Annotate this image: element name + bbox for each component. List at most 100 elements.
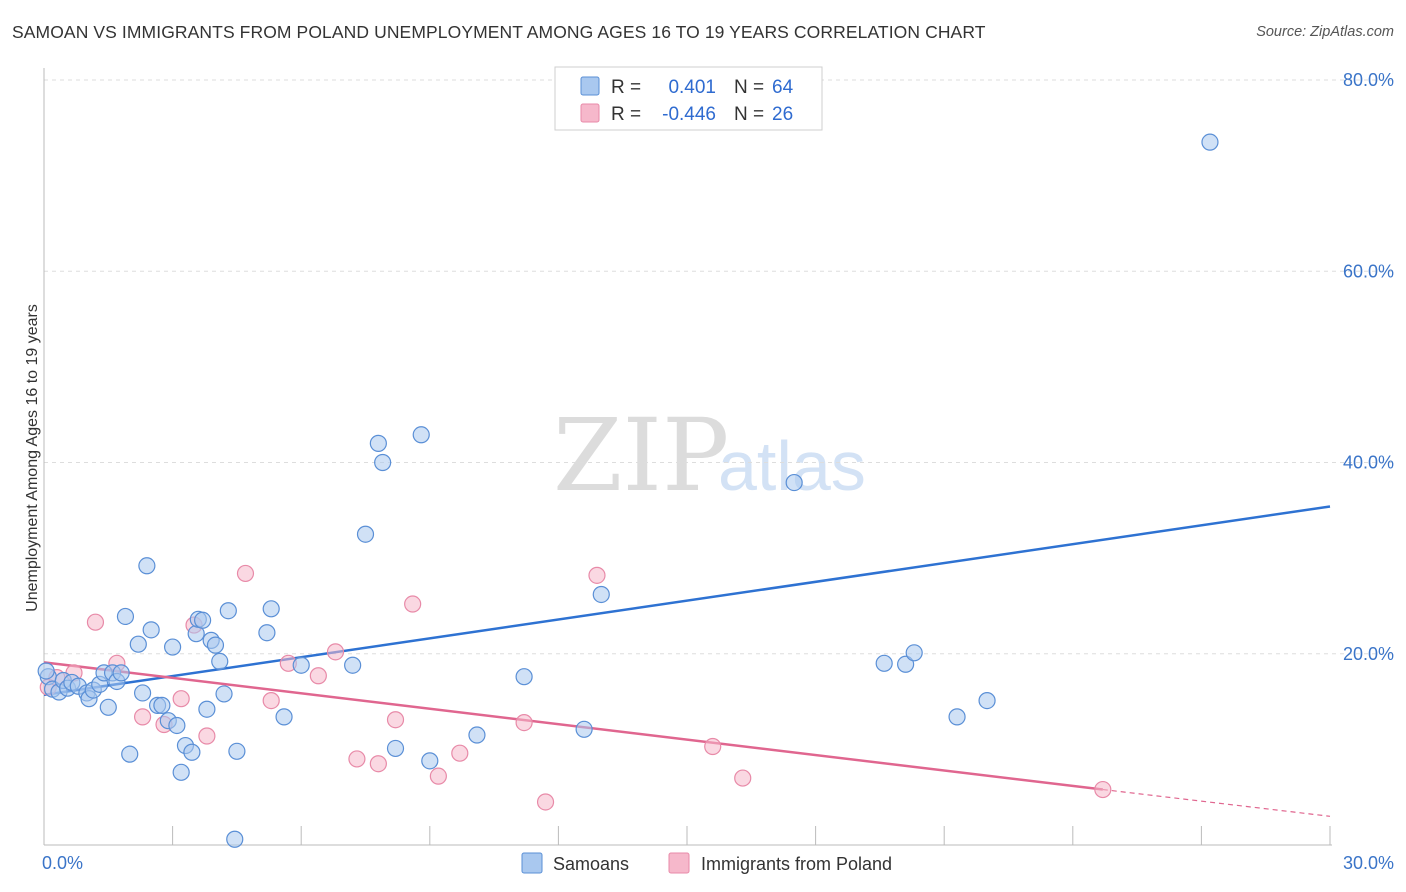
legend-r-value-poland: -0.446 [662,104,716,125]
samoan-point-12 [99,698,117,716]
samoan-point-32 [194,611,212,629]
poland-point-7 [172,690,190,708]
samoan-point-21 [142,621,160,639]
series-legend-label-poland: Immigrants from Poland [701,854,892,874]
poland-point-13 [309,667,327,685]
samoan-point-47 [369,434,387,452]
source-credit: Source: ZipAtlas.com [1256,24,1394,40]
samoan-point-51 [421,752,439,770]
poland-point-15 [348,750,366,768]
samoan-point-62 [1201,133,1219,151]
poland-point-25 [734,769,752,787]
poland-point-9 [198,727,216,745]
poland-point-26 [1094,780,1112,799]
samoan-point-44 [292,656,310,674]
samoan-point-52 [468,726,486,744]
poland-point-18 [404,595,422,613]
y-tick-label-1: 40.0% [1343,453,1394,473]
legend-n-label-poland: N = [734,104,764,125]
samoan-point-54 [575,720,593,738]
series-legend-swatch-samoans [521,852,543,874]
poland-point-23 [588,566,606,584]
samoan-point-27 [172,763,190,781]
trend-line-poland-extension [1102,788,1331,817]
axes [43,68,1332,846]
samoan-point-56 [785,473,803,492]
trend-lines [43,505,1331,817]
samoan-point-18 [129,635,147,653]
samoan-point-55 [592,585,610,604]
poland-point-19 [429,767,447,785]
legend-r-label-samoan: R = [611,77,641,98]
poland-point-16 [369,755,387,773]
samoan-point-41 [258,624,276,642]
poland-point-10 [236,564,255,583]
samoan-point-23 [153,696,171,714]
y-tick-label-0: 20.0% [1343,644,1394,664]
poland-point-17 [386,711,405,729]
y-tick-label-3: 80.0% [1343,70,1394,90]
y-tick-labels: 20.0% 40.0% 60.0% 80.0% [1343,70,1394,664]
series-legend-label-samoans: Samoans [553,854,629,874]
correlation-legend: R = 0.401 N = 64 R = -0.446 N = 26 [554,66,823,131]
poland-point-20 [451,744,469,762]
poland-point-11 [262,692,280,710]
poland-point-3 [86,613,105,631]
x-tick-label-min: 0.0% [42,853,83,873]
samoan-point-35 [206,636,225,654]
legend-n-value-samoan: 64 [772,77,794,98]
poland-point-5 [133,708,152,726]
poland-point-21 [515,713,533,732]
samoan-points [37,133,1219,848]
series-legend: Samoans Immigrants from Poland [521,852,892,874]
samoan-point-59 [905,644,923,662]
legend-r-label-poland: R = [611,104,641,125]
legend-r-value-samoan: 0.401 [668,77,716,98]
samoan-point-60 [948,708,966,726]
samoan-point-25 [164,638,182,656]
y-axis-title: Unemployment Among Ages 16 to 19 years [24,304,41,612]
samoan-point-26 [168,716,186,735]
samoan-point-43 [275,708,293,726]
samoan-point-19 [133,684,152,702]
samoan-point-20 [138,557,156,575]
watermark: ZIP atlas [553,397,866,514]
poland-point-14 [326,643,345,661]
samoan-point-15 [112,664,130,682]
watermark-atlas: atlas [718,427,866,505]
chart-title: SAMOAN VS IMMIGRANTS FROM POLAND UNEMPLO… [12,22,986,42]
legend-n-label-samoan: N = [734,77,764,98]
legend-n-value-poland: 26 [772,104,793,125]
y-tick-label-2: 60.0% [1343,261,1394,281]
samoan-point-16 [116,607,135,626]
series-legend-swatch-poland [668,852,690,874]
samoan-point-29 [183,743,201,761]
x-tick-label-max: 30.0% [1343,853,1394,873]
samoan-point-58 [897,655,915,673]
trend-line-poland [43,661,1103,791]
samoan-point-33 [198,700,216,718]
samoan-point-50 [412,426,430,444]
poland-points [39,564,1112,811]
samoan-point-42 [262,600,280,618]
samoan-point-48 [374,453,392,472]
legend-swatch-samoan [580,76,600,96]
samoan-point-40 [226,830,244,848]
watermark-zip: ZIP [553,397,729,514]
samoan-point-36 [211,652,229,671]
samoan-point-45 [344,656,362,674]
poland-point-22 [536,793,555,811]
samoan-point-61 [978,692,996,710]
samoan-point-37 [215,685,233,703]
samoan-point-46 [356,525,375,543]
trend-line-samoans [43,505,1331,697]
samoan-point-38 [219,602,237,620]
samoan-point-53 [515,668,533,686]
poland-point-24 [704,737,722,756]
samoan-point-39 [228,742,246,760]
samoan-point-57 [875,654,893,672]
legend-swatch-poland [580,103,600,123]
samoan-point-63 [37,662,55,680]
samoan-point-17 [121,745,139,763]
